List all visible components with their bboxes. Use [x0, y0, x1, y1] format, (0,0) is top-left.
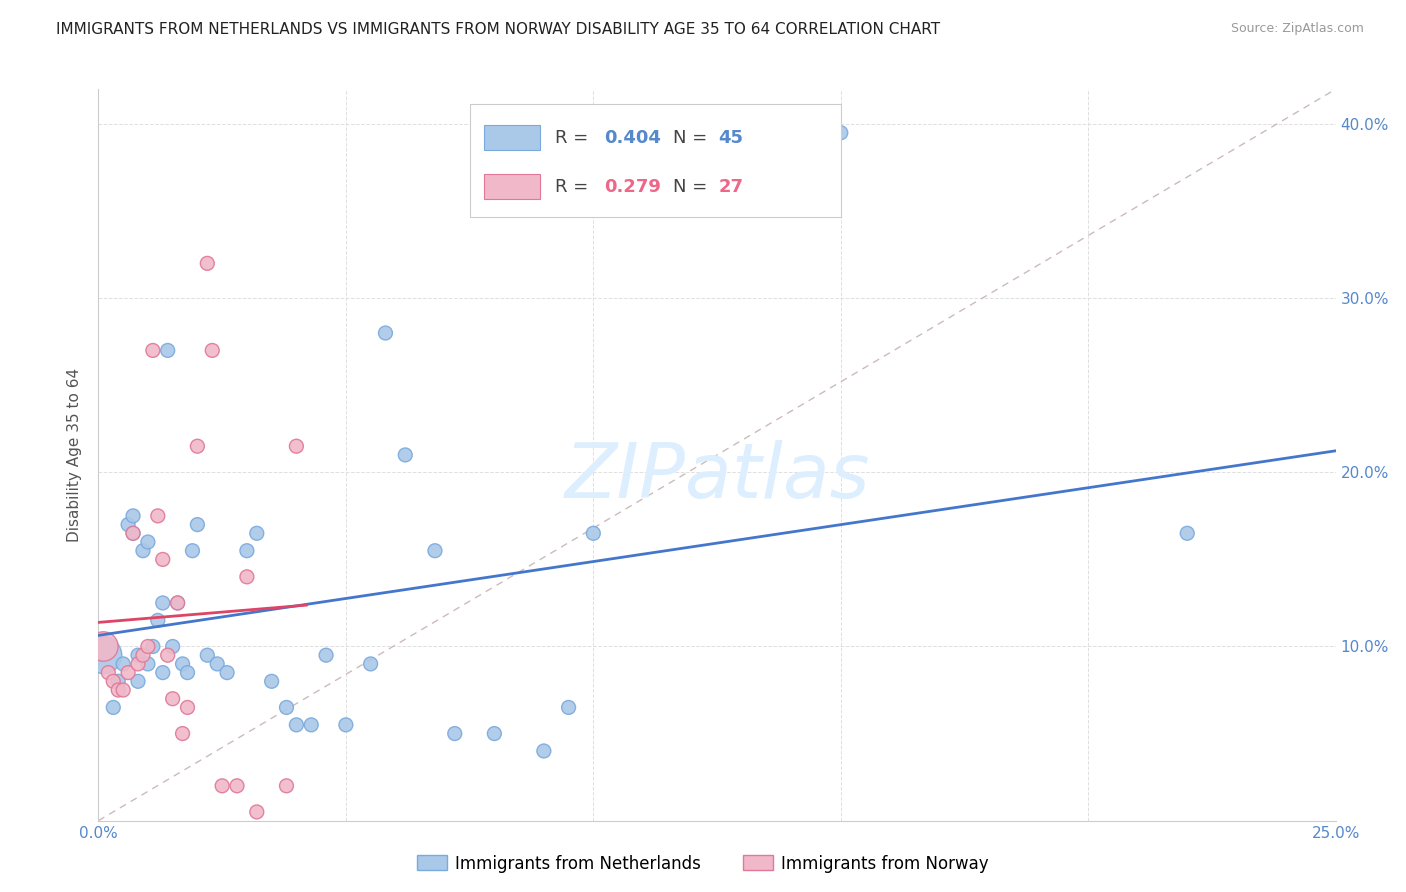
Point: [97, 665, 120, 680]
Point: [112, 657, 135, 671]
Point: [136, 657, 159, 671]
Point: [299, 718, 322, 732]
Text: N =: N =: [672, 178, 713, 195]
Point: [142, 640, 165, 654]
Point: [285, 439, 308, 453]
Point: [132, 543, 155, 558]
Point: [172, 726, 194, 740]
Text: 0.279: 0.279: [605, 178, 661, 195]
Text: 0.404: 0.404: [605, 128, 661, 147]
Point: [186, 439, 208, 453]
Point: [176, 665, 198, 680]
Point: [132, 648, 155, 663]
Point: [236, 543, 259, 558]
Point: [181, 543, 204, 558]
Point: [1175, 526, 1198, 541]
Point: [176, 700, 198, 714]
Point: [156, 648, 179, 663]
Point: [172, 657, 194, 671]
Point: [107, 683, 129, 698]
Bar: [485, 174, 540, 199]
Point: [136, 535, 159, 549]
Point: [112, 683, 135, 698]
Point: [162, 691, 184, 706]
Bar: [485, 126, 540, 151]
Text: N =: N =: [672, 128, 713, 147]
Point: [423, 543, 446, 558]
Point: [533, 744, 555, 758]
Point: [394, 448, 416, 462]
Point: [156, 343, 179, 358]
Point: [186, 517, 208, 532]
Point: [217, 665, 239, 680]
Point: [146, 613, 169, 627]
Point: [122, 508, 145, 523]
Point: [127, 657, 149, 671]
Point: [93, 648, 115, 663]
Point: [122, 526, 145, 541]
Y-axis label: Disability Age 35 to 64: Disability Age 35 to 64: [67, 368, 83, 542]
Point: [315, 648, 337, 663]
Text: 27: 27: [718, 178, 744, 195]
Point: [484, 726, 506, 740]
Text: Source: ZipAtlas.com: Source: ZipAtlas.com: [1230, 22, 1364, 36]
FancyBboxPatch shape: [470, 103, 841, 218]
Point: [136, 640, 159, 654]
Point: [152, 665, 174, 680]
Point: [236, 570, 259, 584]
Point: [103, 700, 125, 714]
Point: [152, 552, 174, 566]
Point: [93, 640, 115, 654]
Point: [146, 508, 169, 523]
Point: [201, 343, 224, 358]
Point: [162, 640, 184, 654]
Point: [152, 596, 174, 610]
Point: [557, 700, 579, 714]
Point: [103, 674, 125, 689]
Point: [335, 718, 357, 732]
Text: 45: 45: [718, 128, 744, 147]
Point: [166, 596, 188, 610]
Point: [117, 517, 139, 532]
Point: [127, 674, 149, 689]
Point: [107, 674, 129, 689]
Point: [195, 256, 218, 270]
Point: [211, 779, 233, 793]
Point: [122, 526, 145, 541]
Point: [117, 665, 139, 680]
Text: R =: R =: [555, 178, 593, 195]
Point: [285, 718, 308, 732]
Point: [830, 126, 852, 140]
Point: [582, 526, 605, 541]
Point: [195, 648, 218, 663]
Point: [276, 700, 298, 714]
Point: [205, 657, 228, 671]
Point: [246, 526, 269, 541]
Text: R =: R =: [555, 128, 593, 147]
Point: [443, 726, 465, 740]
Text: ZIPatlas: ZIPatlas: [564, 440, 870, 514]
Legend: Immigrants from Netherlands, Immigrants from Norway: Immigrants from Netherlands, Immigrants …: [411, 848, 995, 880]
Point: [360, 657, 382, 671]
Point: [374, 326, 396, 340]
Point: [260, 674, 283, 689]
Point: [246, 805, 269, 819]
Point: [166, 596, 188, 610]
Point: [276, 779, 298, 793]
Point: [142, 343, 165, 358]
Text: IMMIGRANTS FROM NETHERLANDS VS IMMIGRANTS FROM NORWAY DISABILITY AGE 35 TO 64 CO: IMMIGRANTS FROM NETHERLANDS VS IMMIGRANT…: [56, 22, 941, 37]
Point: [226, 779, 249, 793]
Point: [127, 648, 149, 663]
